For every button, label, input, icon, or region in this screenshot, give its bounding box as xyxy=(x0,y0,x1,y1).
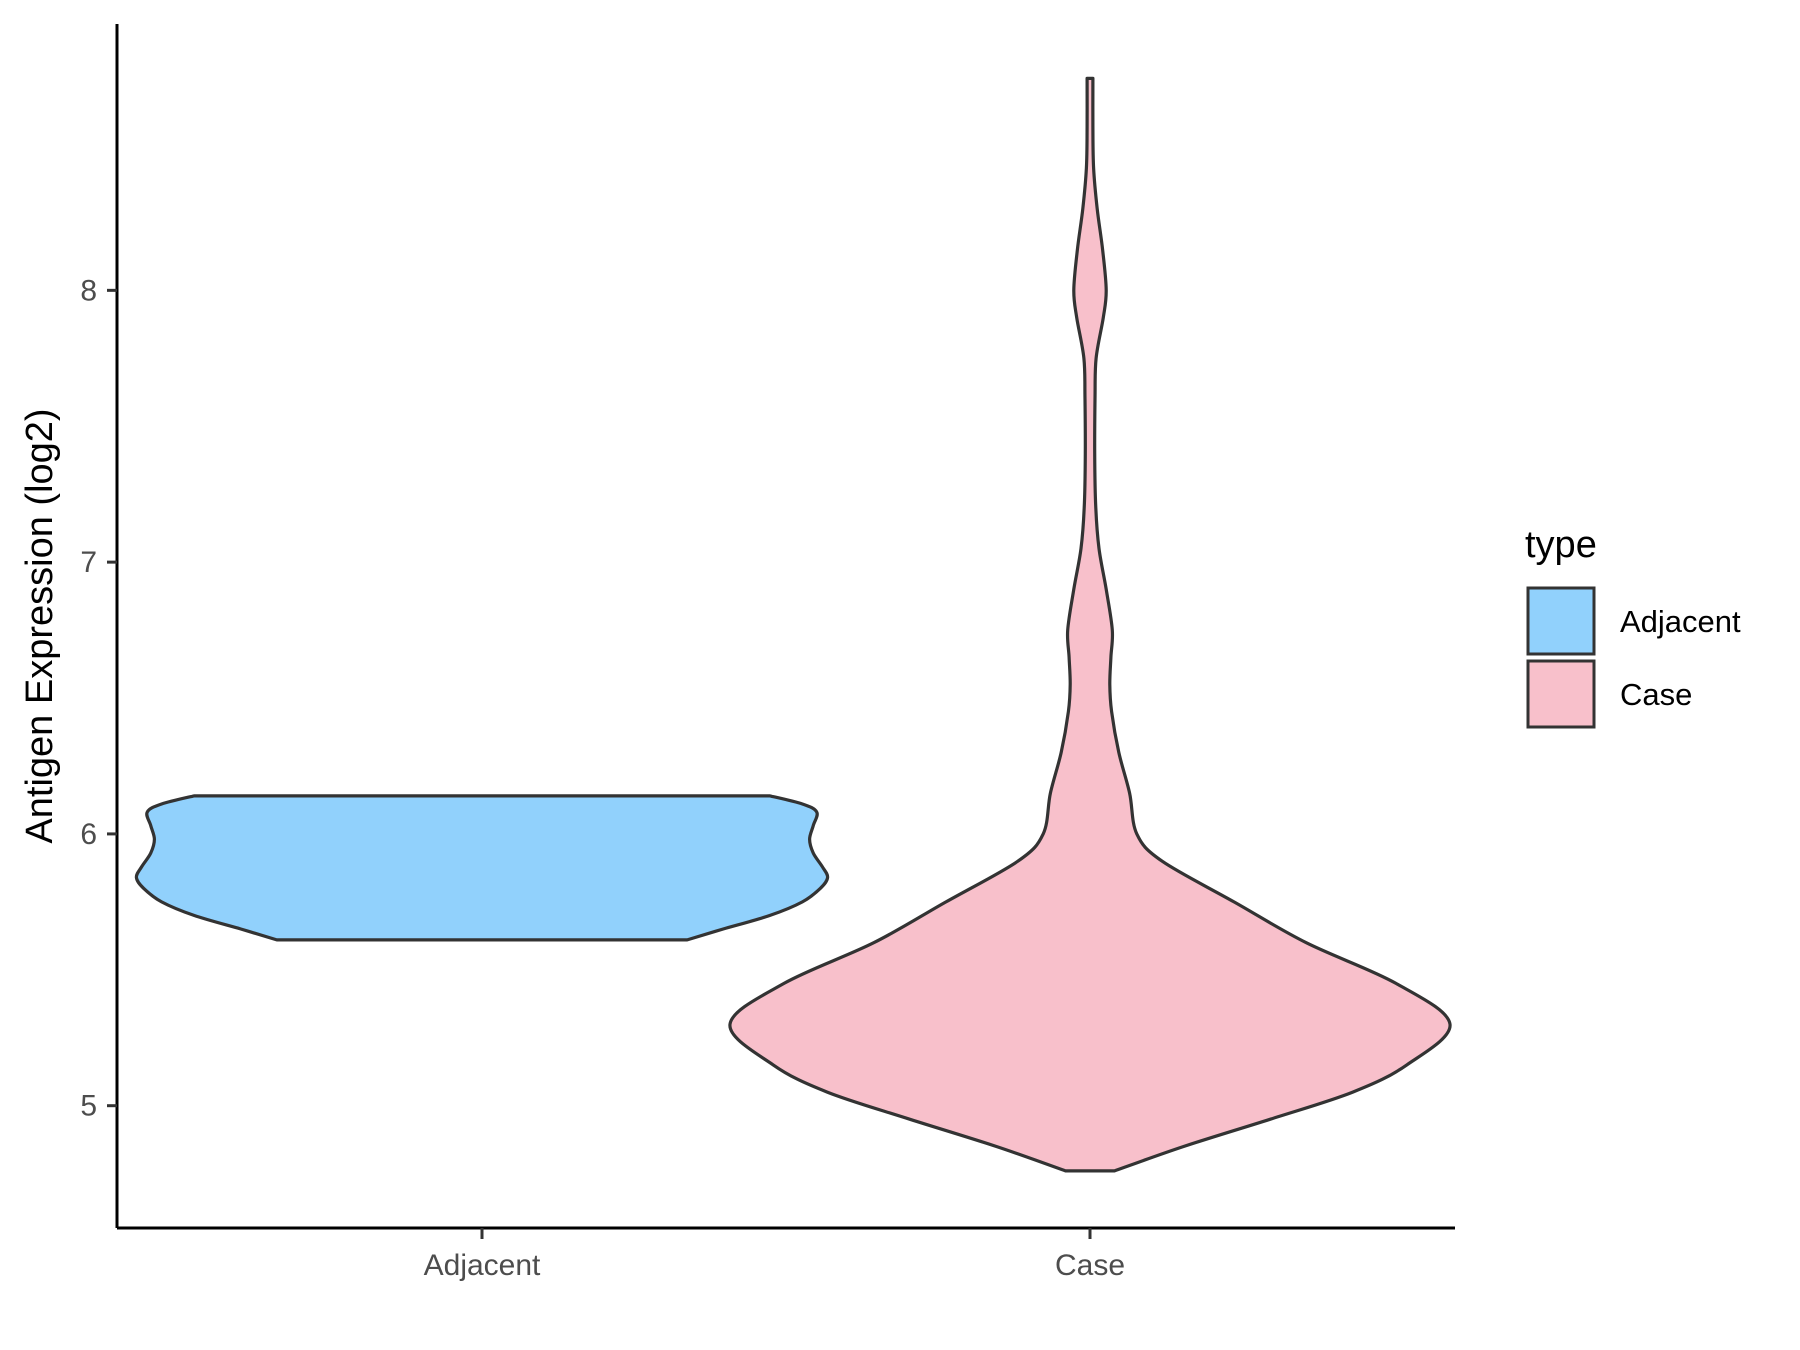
legend: type Adjacent Case xyxy=(1525,524,1741,729)
y-axis-title: Antigen Expression (log2) xyxy=(19,408,61,843)
legend-title: type xyxy=(1525,524,1597,566)
y-tick-label: 7 xyxy=(80,546,97,579)
legend-label-adjacent: Adjacent xyxy=(1620,604,1741,639)
violins-group xyxy=(134,76,1452,1173)
x-tick-label: Adjacent xyxy=(424,1249,541,1282)
x-tick-label: Case xyxy=(1055,1249,1125,1282)
legend-swatch-case xyxy=(1526,659,1596,729)
violin-adjacent xyxy=(134,794,830,942)
legend-swatch-adjacent xyxy=(1526,586,1596,656)
y-tick-label: 6 xyxy=(80,818,97,851)
legend-label-case: Case xyxy=(1620,677,1692,712)
axes-group: 5 6 7 8 Adjacent Case Antigen Expression (log2… xyxy=(19,24,1455,1282)
y-tick-label: 8 xyxy=(80,274,97,307)
violin-case xyxy=(728,76,1452,1173)
y-tick-label: 5 xyxy=(80,1090,97,1123)
